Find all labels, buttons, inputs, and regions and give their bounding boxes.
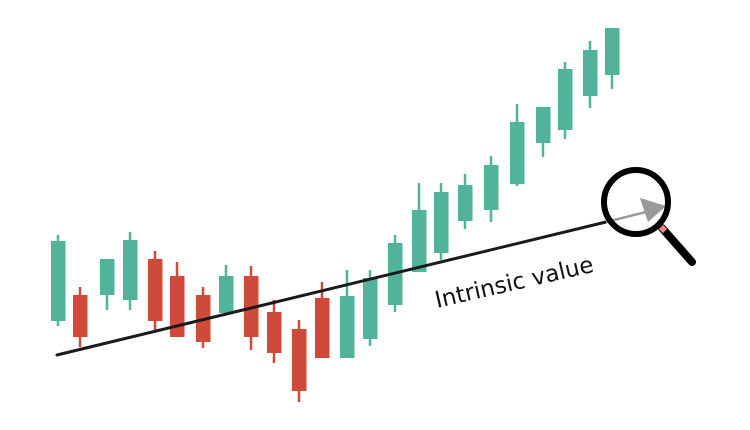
- candle-body: [434, 192, 449, 253]
- candle-body: [583, 50, 598, 96]
- candle-body: [73, 295, 88, 337]
- candle-body: [536, 107, 551, 143]
- candle-up: [458, 174, 473, 229]
- arrow-icon: [605, 198, 666, 224]
- candle-up: [605, 28, 620, 89]
- candle-up: [510, 104, 525, 186]
- candle-body: [170, 276, 185, 337]
- candle-body: [292, 329, 307, 391]
- candles: [51, 28, 620, 402]
- candle-up: [434, 183, 449, 260]
- candle-body: [484, 165, 499, 210]
- candle-body: [219, 276, 234, 313]
- candle-body: [123, 240, 138, 300]
- candle-body: [412, 210, 427, 272]
- candle-down: [73, 287, 88, 347]
- candle-body: [458, 185, 473, 221]
- candle-up: [51, 235, 66, 326]
- candle-down: [315, 282, 330, 358]
- magnifier-icon: [601, 167, 696, 266]
- candle-body: [315, 298, 330, 358]
- candle-down: [292, 320, 307, 402]
- candle-body: [100, 259, 115, 295]
- candle-up: [100, 259, 115, 310]
- intrinsic-value-label: Intrinsic value: [433, 252, 597, 314]
- candle-body: [558, 69, 573, 130]
- candle-body: [51, 241, 66, 321]
- candle-up: [583, 41, 598, 108]
- candle-body: [363, 278, 378, 339]
- candle-up: [123, 232, 138, 310]
- candle-down: [148, 251, 163, 333]
- candle-up: [536, 107, 551, 157]
- candle-body: [148, 259, 163, 321]
- candle-up: [484, 156, 499, 222]
- intrinsic-value-line: [55, 220, 608, 357]
- candle-up: [412, 183, 427, 272]
- candle-body: [510, 122, 525, 184]
- candle-up: [558, 62, 573, 139]
- candle-up: [219, 265, 234, 313]
- candle-down: [267, 300, 282, 363]
- candle-up: [363, 270, 378, 346]
- candle-body: [340, 296, 355, 358]
- candle-body: [605, 28, 620, 75]
- candle-body: [267, 312, 282, 353]
